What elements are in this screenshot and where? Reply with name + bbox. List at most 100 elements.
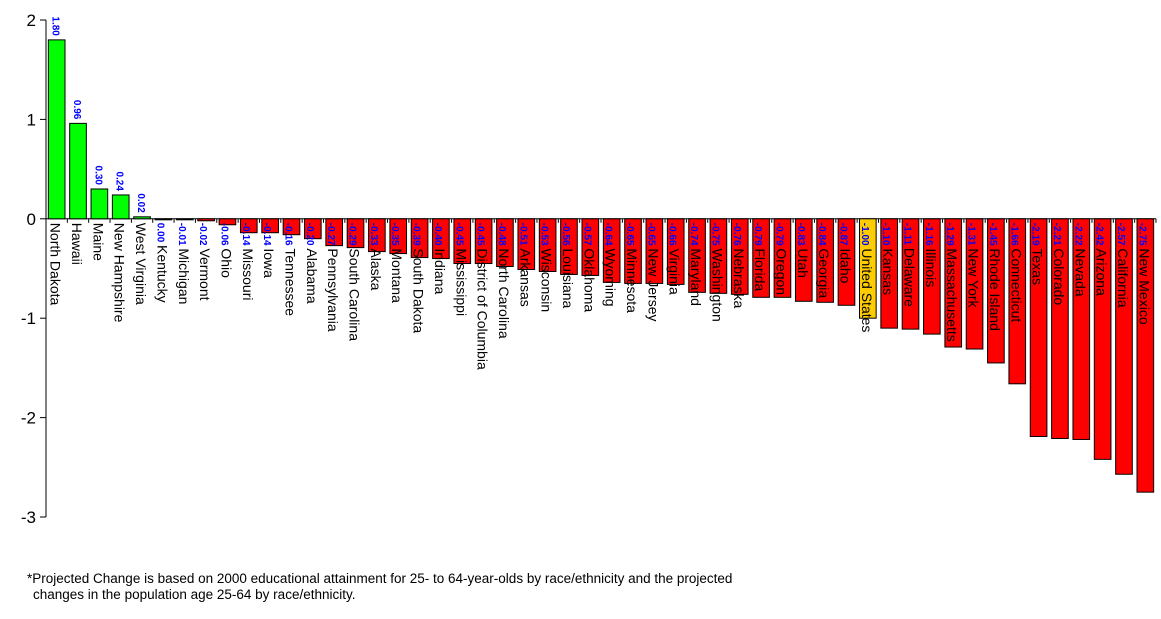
category-label: -0.39 South Dakota [411, 223, 427, 334]
category-name: Kansas [880, 248, 896, 295]
bar-kentucky [154, 218, 173, 221]
category-label: -0.56 Louisiana [560, 223, 576, 309]
category-label: New Hampshire [112, 223, 128, 323]
bar-washington [709, 218, 728, 294]
bar-layer [47, 39, 1155, 493]
value-label: -2.42 [1094, 223, 1105, 249]
category-name: Georgia [816, 248, 832, 298]
bar-district-of-columbia [474, 218, 493, 265]
value-label: -2.21 [1051, 223, 1062, 249]
bar-alabama [304, 218, 322, 240]
value-label: -2.22 [1072, 223, 1083, 249]
category-label: -0.79 Florida [752, 223, 768, 292]
category-name: Massachusetts [944, 248, 960, 341]
category-name: California [1115, 248, 1131, 307]
y-tick-label: 0 [27, 210, 36, 229]
value-label: 0.00 [154, 223, 165, 245]
category-label: Maine [90, 223, 106, 261]
bar-minnesota [624, 218, 642, 284]
value-label: -0.14 [240, 223, 251, 249]
category-name: Arizona [1094, 248, 1110, 296]
category-name: Minnesota [624, 248, 640, 313]
bar-south-carolina [346, 218, 365, 249]
value-label: -0.65 [645, 223, 656, 249]
category-name: Virginia [667, 248, 683, 295]
category-name: Vermont [197, 248, 213, 300]
category-label: -0.06 Ohio [218, 223, 234, 278]
value-label: -2.57 [1115, 223, 1126, 249]
category-label: -0.01 Michigan [176, 223, 192, 305]
category-name: Illinois [923, 248, 939, 287]
category-label: -0.45 Mississippi [453, 223, 469, 316]
category-label: -2.19 Texas [1030, 223, 1046, 285]
bar-iowa [261, 218, 279, 234]
category-name: New Mexico [1136, 248, 1152, 324]
bar-illinois [923, 218, 941, 335]
bar-virginia [666, 218, 685, 285]
category-name: New Jersey [645, 248, 661, 321]
category-label: -0.20 Alabama [304, 223, 320, 304]
category-name: Wisconsin [539, 248, 555, 312]
category-label: West Virginia [133, 223, 149, 305]
category-label: -0.35 Montana [389, 223, 405, 303]
bar-utah [794, 218, 813, 302]
category-label: -0.51 Arkansas [517, 223, 533, 307]
category-name: Wyoming [603, 248, 619, 306]
category-label: -1.16 Illinois [923, 223, 939, 287]
category-name: Utah [795, 248, 811, 278]
category-label: -2.75 New Mexico [1136, 223, 1152, 325]
bar-arkansas [517, 218, 536, 270]
y-tick-label: -1 [21, 309, 36, 328]
category-label: -0.14 Iowa [261, 223, 277, 278]
category-label: -2.22 Nevada [1072, 223, 1088, 297]
category-label: -0.14 Missouri [240, 223, 256, 301]
category-name: District of Columbia [475, 248, 491, 370]
bar-united-states [859, 218, 877, 319]
value-label: -0.74 [688, 223, 699, 249]
value-label: -0.48 [496, 223, 507, 249]
bar-michigan [175, 218, 194, 221]
bar-texas [1029, 218, 1048, 437]
category-name: Missouri [240, 248, 256, 300]
bar-idaho [837, 218, 856, 306]
category-label: -2.21 Colorado [1051, 223, 1067, 306]
category-name: Idaho [837, 248, 853, 283]
category-name: Iowa [261, 248, 277, 278]
category-name: Colorado [1051, 248, 1067, 305]
bar-vermont [197, 218, 215, 222]
bar-south-dakota [410, 218, 429, 259]
category-label: 0.00 Kentucky [154, 223, 170, 303]
value-label: -0.27 [325, 223, 336, 249]
value-label: -1.00 [859, 223, 870, 249]
category-name: Alabama [304, 248, 320, 303]
value-label: -1.66 [1008, 223, 1019, 249]
category-name: Oregon [773, 248, 789, 295]
category-name: Connecticut [1008, 248, 1024, 322]
bar-north-dakota [47, 39, 66, 220]
category-name: Delaware [902, 248, 918, 307]
bar-new-jersey [645, 218, 664, 284]
bar-new-mexico [1136, 218, 1155, 493]
category-label: -1.66 Connecticut [1008, 223, 1024, 323]
category-name: Kentucky [154, 245, 170, 303]
value-label: -0.83 [795, 223, 806, 249]
category-label: -0.57 Oklahoma [581, 223, 597, 313]
value-label: -0.02 [197, 223, 208, 249]
footnote-line-2: changes in the population age 25-64 by r… [33, 587, 356, 602]
category-name: Oklahoma [581, 248, 597, 312]
value-label: -0.64 [603, 223, 614, 249]
bar-alaska [368, 218, 386, 253]
bar-west-virginia [133, 216, 151, 220]
value-label: 0.30 [92, 166, 103, 186]
value-label: 0.24 [114, 171, 125, 191]
label-layer: 1.80 North Dakota 0.96 Hawaii 0.30 Maine 0.24 N… [48, 16, 1153, 370]
value-label: -0.66 [667, 223, 678, 249]
bar-connecticut [1008, 218, 1027, 385]
category-name: New York [966, 248, 982, 308]
category-name: Mississippi [453, 248, 469, 316]
value-label: -0.33 [368, 223, 379, 249]
category-label: -0.74 Maryland [688, 223, 704, 306]
bar-georgia [816, 218, 834, 303]
category-label: -0.65 Minnesota [624, 223, 640, 313]
